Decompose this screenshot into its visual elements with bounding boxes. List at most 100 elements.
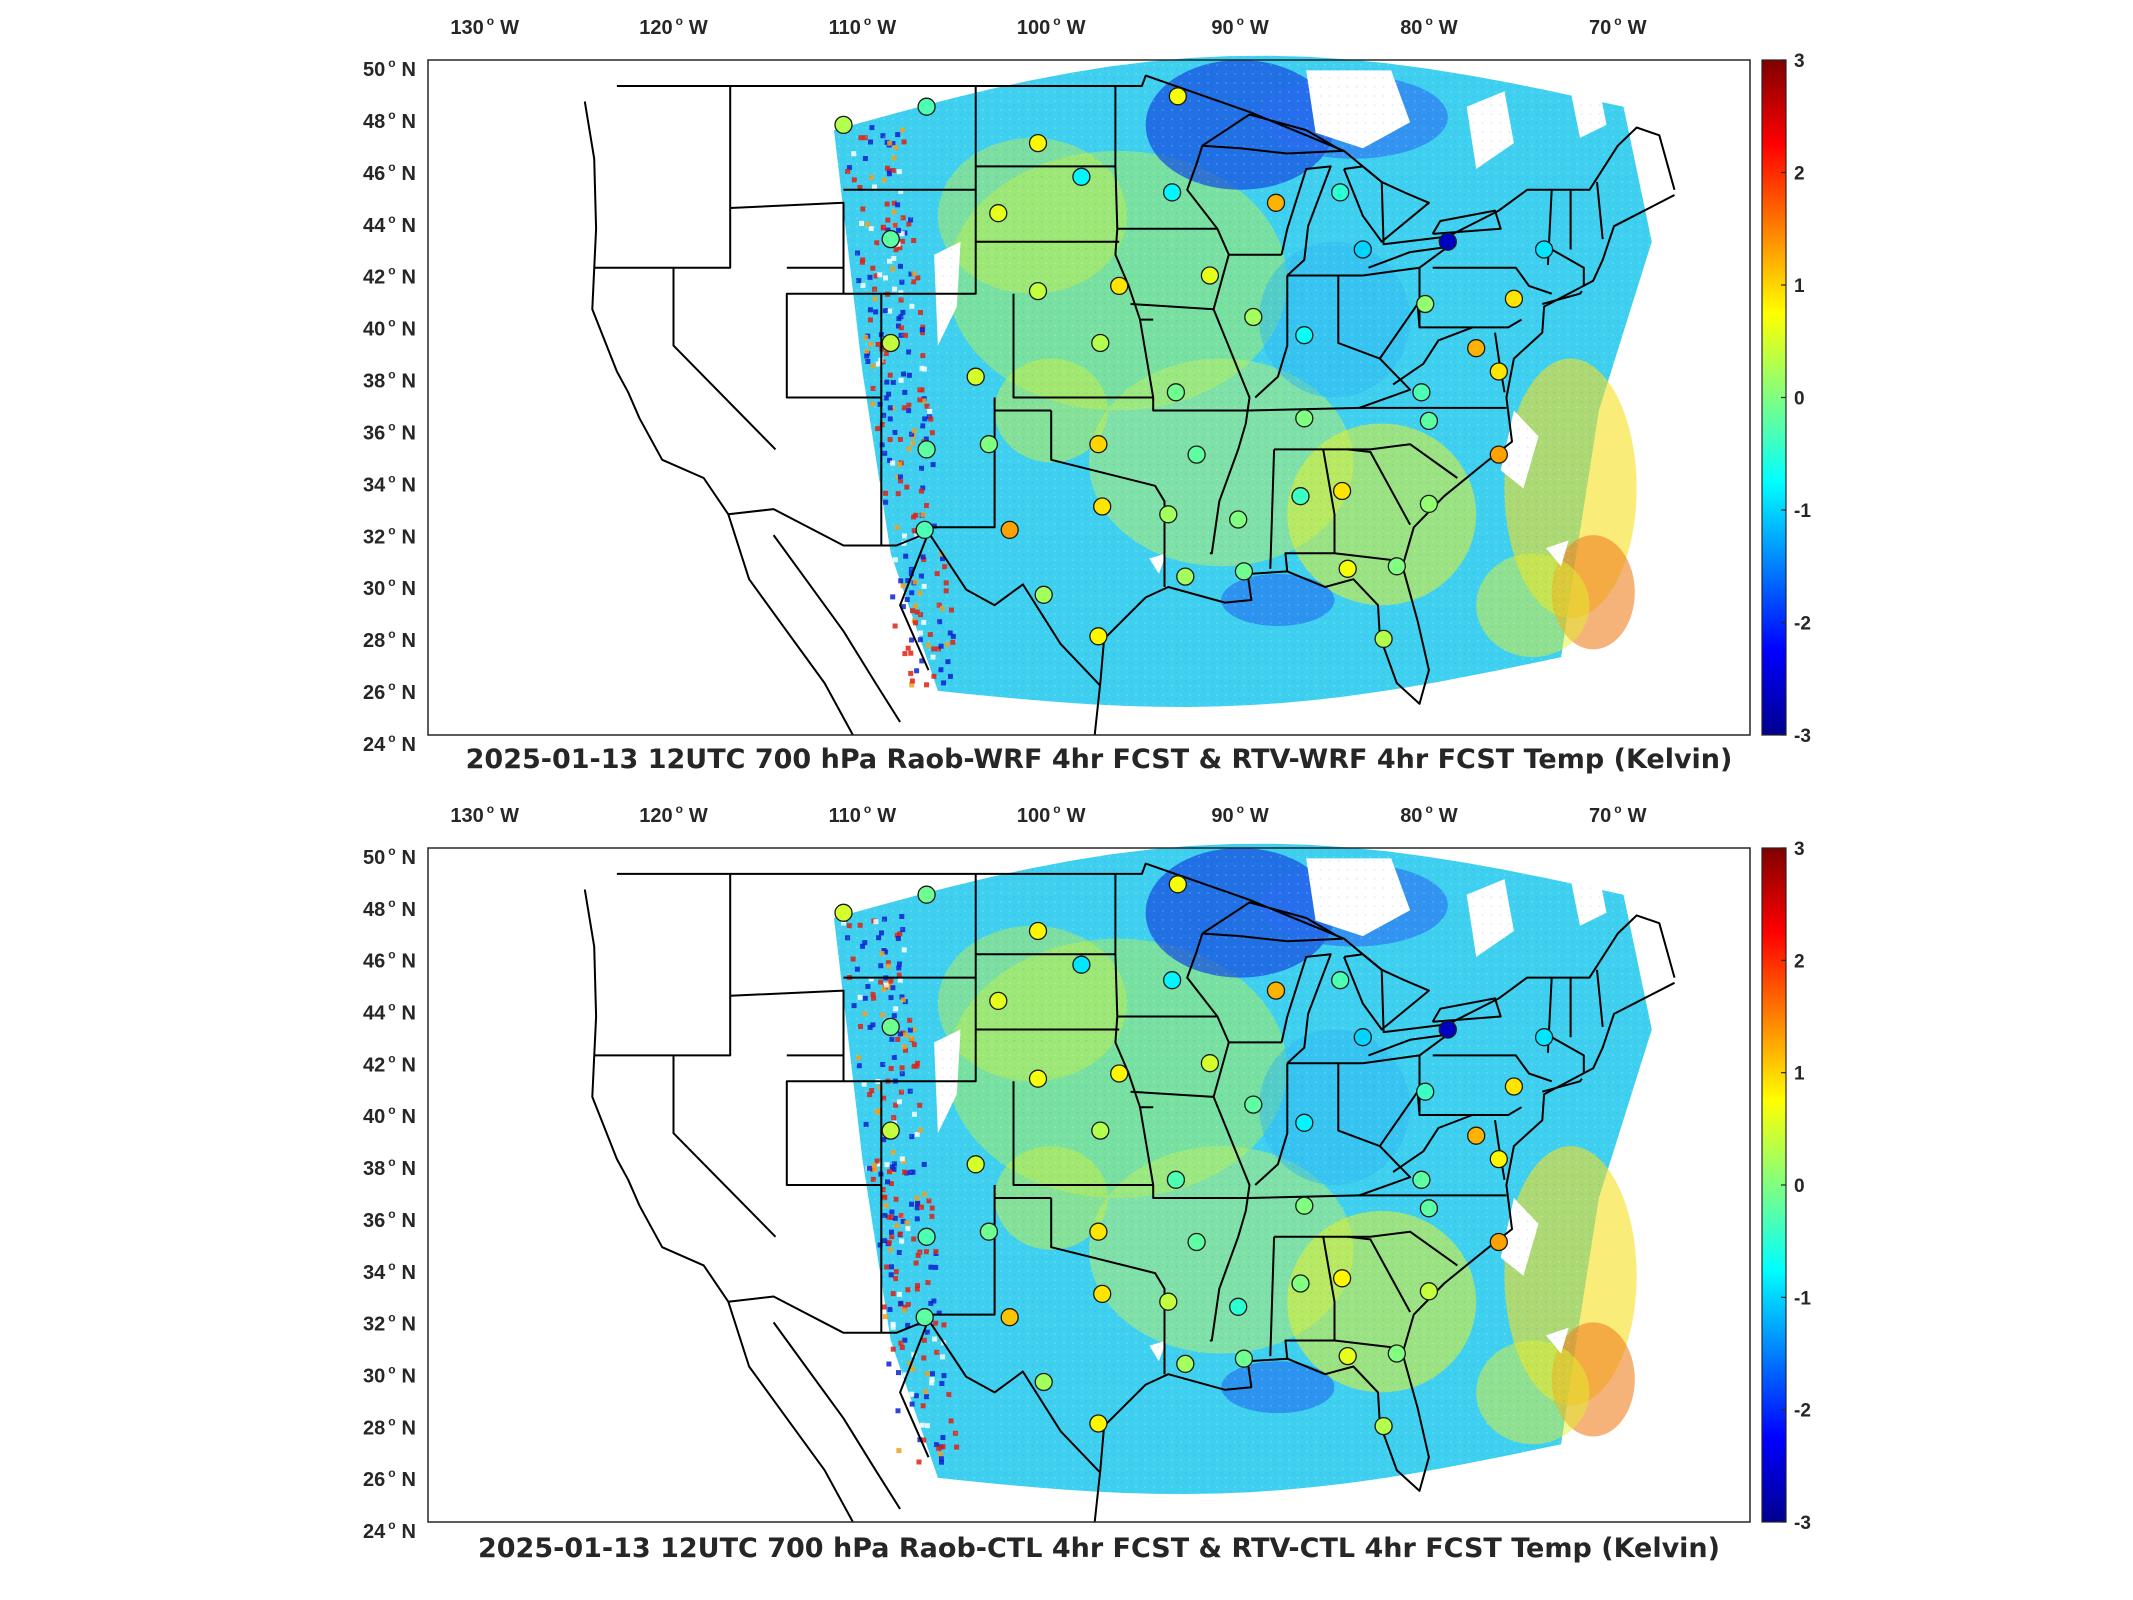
raob-station-marker <box>1000 520 1019 540</box>
boundary-line <box>1347 448 1411 526</box>
raob-station-marker <box>979 435 999 454</box>
raob-station-marker <box>1504 289 1524 308</box>
boundary-line <box>730 989 882 1186</box>
boundary-line <box>672 1055 777 1238</box>
boundary-line <box>1596 969 1604 1027</box>
raob-station-marker <box>1266 981 1286 1000</box>
lat-tick-label: 34 o N <box>363 471 416 496</box>
raob-station-marker <box>1338 1346 1357 1366</box>
raob-station-marker <box>1166 383 1186 402</box>
lon-tick-label: 130 o W <box>450 14 519 39</box>
raob-station-marker <box>1419 494 1439 514</box>
raob-station-marker <box>881 1017 900 1037</box>
lon-tick-label: 110 o W <box>829 14 897 39</box>
noise-pixel <box>909 682 915 688</box>
raob-station-marker <box>1034 585 1053 604</box>
boundary-line <box>1269 1236 1276 1357</box>
map-axes-frame <box>427 847 1751 1523</box>
lon-tick-label: 100 o W <box>1017 802 1086 827</box>
boundary-line <box>1012 1081 1154 1186</box>
raob-station-marker <box>979 1222 999 1241</box>
boundary-line <box>1280 953 1332 1064</box>
boundary-line <box>728 1295 1102 1474</box>
boundary-line <box>1050 410 1166 587</box>
boundary-line <box>1343 953 1430 1031</box>
boundary-line <box>1201 901 1344 943</box>
colorbar-tick-label: 1 <box>1794 1064 1805 1085</box>
boundary-line <box>1596 181 1604 240</box>
colorbar-tick-label: 0 <box>1794 1176 1805 1197</box>
lat-tick-label: 28 o N <box>363 627 416 652</box>
boundary-line <box>1274 443 1458 479</box>
raob-station-marker <box>1387 557 1406 576</box>
raob-station-marker <box>1093 497 1112 516</box>
raob-station-marker <box>1110 1064 1129 1083</box>
noise-pixel <box>881 1304 887 1310</box>
colorbar-tick-label: -1 <box>1794 501 1811 522</box>
colorbar-tick-label: -1 <box>1794 1288 1811 1309</box>
boundary-line <box>1093 981 1675 1523</box>
boundary-line <box>1432 1054 1553 1083</box>
panel-title: 2025-01-13 12UTC 700 hPa Raob-CTL 4hr FC… <box>478 1533 1720 1564</box>
raob-station-marker <box>1419 1199 1439 1218</box>
boundary-line <box>1269 449 1276 569</box>
boundary-line <box>1334 552 1401 563</box>
raob-station-marker <box>966 367 985 386</box>
boundary-line <box>843 977 977 1083</box>
boundary-line <box>1201 113 1344 155</box>
raob-station-marker <box>1295 326 1314 345</box>
lat-tick-label: 34 o N <box>363 1259 416 1284</box>
lat-tick-label: 30 o N <box>363 1362 416 1387</box>
colorbar-tick-label: 3 <box>1794 51 1805 72</box>
noise-pixel <box>916 1459 922 1465</box>
lon-tick-label: 70 o W <box>1589 802 1647 827</box>
raob-station-marker <box>1028 133 1048 153</box>
lat-tick-label: 26 o N <box>363 1466 416 1491</box>
raob-station-marker <box>1244 307 1263 327</box>
raob-station-marker <box>1489 362 1508 381</box>
raob-station-marker <box>1534 1028 1554 1047</box>
noise-pixel <box>896 1370 901 1376</box>
raob-station-marker <box>1234 1349 1254 1368</box>
boundary-line <box>1139 318 1250 412</box>
raob-station-marker <box>917 440 936 459</box>
raob-station-marker <box>1229 1297 1248 1316</box>
boundary-line <box>1186 145 1251 555</box>
lat-tick-label: 48 o N <box>363 108 416 133</box>
raob-station-marker <box>1416 1082 1435 1101</box>
lat-tick-label: 44 o N <box>363 1000 416 1025</box>
lat-tick-label: 42 o N <box>363 264 416 289</box>
noise-pixel <box>919 658 925 664</box>
lon-tick-label: 80 o W <box>1400 14 1458 39</box>
raob-station-marker <box>917 1227 936 1246</box>
lon-tick-label: 80 o W <box>1400 802 1458 827</box>
boundary-line <box>1343 165 1430 243</box>
raob-station-marker <box>1093 1284 1112 1304</box>
lon-tick-label: 90 o W <box>1211 802 1269 827</box>
lat-tick-label: 32 o N <box>363 523 416 548</box>
noise-pixel <box>882 1314 888 1320</box>
noise-pixel <box>896 1448 902 1454</box>
raob-station-marker <box>915 520 934 540</box>
raob-station-marker <box>1176 567 1195 586</box>
raob-station-marker <box>1168 875 1187 894</box>
raob-station-marker <box>1089 627 1108 646</box>
raob-station-marker <box>1072 955 1091 974</box>
lat-tick-label: 32 o N <box>363 1311 416 1336</box>
boundary-line <box>772 534 901 723</box>
lon-tick-label: 100 o W <box>1017 14 1086 39</box>
lat-tick-label: 42 o N <box>363 1051 416 1076</box>
noise-pixel <box>892 637 898 643</box>
boundary-line <box>728 508 1102 687</box>
map-panel-bottom: 130 o W 120 o W 110 o W 100 o W 90 o W 80 o W 70 o W 50 o N 48 o N… <box>363 802 1811 1564</box>
boundary-line <box>594 86 732 269</box>
raob-station-marker <box>1412 1170 1431 1189</box>
raob-station-marker <box>1295 1113 1314 1132</box>
lon-tick-label: 70 o W <box>1589 14 1647 39</box>
raob-station-marker <box>966 1155 985 1174</box>
map-axes-frame <box>427 59 1751 736</box>
raob-station-marker <box>1091 333 1110 353</box>
raob-station-marker <box>1374 629 1393 649</box>
boundary-line <box>1431 209 1502 235</box>
lat-tick-label: 30 o N <box>363 575 416 600</box>
